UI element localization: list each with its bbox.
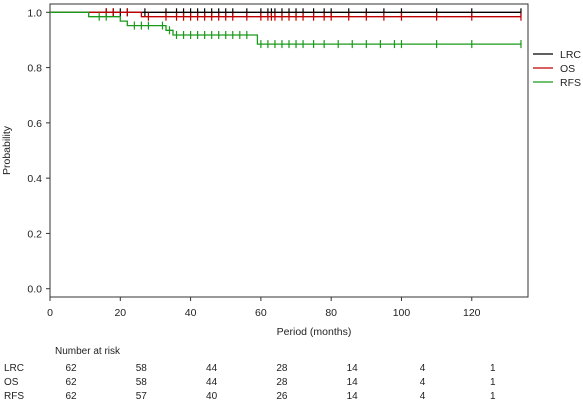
risk-count: 62 [65, 363, 77, 374]
axes: 0 20 40 60 80 100 120 0.0 0.2 0.4 0.6 0.8 1.0 Period … [1, 3, 529, 338]
risk-row-label: OS [4, 377, 19, 388]
y-axis-title: Probability [1, 125, 13, 175]
risk-count: 28 [276, 363, 288, 374]
y-tick-label: 0.2 [27, 228, 42, 240]
x-tick-label: 100 [393, 307, 411, 319]
x-tick-label: 60 [255, 307, 267, 319]
legend-label-lrc: LRC [560, 49, 581, 61]
risk-count: 14 [347, 363, 359, 374]
risk-count: 4 [420, 391, 426, 402]
risk-count: 58 [136, 377, 148, 388]
x-axis-title: Period (months) [277, 326, 352, 338]
x-tick-label: 20 [114, 307, 126, 319]
y-tick-label: 1.0 [27, 7, 42, 19]
risk-count: 62 [65, 391, 77, 402]
x-tick-label: 40 [185, 307, 197, 319]
risk-table-title: Number at risk [55, 346, 121, 357]
plot-area [50, 8, 522, 49]
risk-count: 4 [420, 363, 426, 374]
risk-row-label: RFS [4, 391, 24, 402]
risk-count: 1 [490, 391, 496, 402]
risk-count: 62 [65, 377, 77, 388]
legend-label-os: OS [560, 63, 575, 75]
risk-count: 44 [206, 377, 218, 388]
risk-count: 28 [276, 377, 288, 388]
x-tick-label: 80 [325, 307, 337, 319]
series-line-rfs [50, 11, 521, 45]
risk-count: 1 [490, 377, 496, 388]
risk-count: 58 [136, 363, 148, 374]
y-tick-label: 0.6 [27, 118, 42, 130]
risk-count: 1 [490, 363, 496, 374]
x-tick-label: 0 [47, 307, 53, 319]
legend-label-rfs: RFS [560, 77, 581, 89]
risk-count: 26 [276, 391, 288, 402]
risk-count: 57 [136, 391, 148, 402]
risk-row-label: LRC [4, 363, 24, 374]
risk-count: 4 [420, 377, 426, 388]
y-tick-label: 0.8 [27, 63, 42, 75]
x-tick-label: 120 [463, 307, 481, 319]
y-tick-label: 0.4 [27, 173, 42, 185]
risk-count: 44 [206, 363, 218, 374]
y-tick-label: 0.0 [27, 284, 42, 296]
legend: LRC OS RFS [533, 49, 581, 89]
risk-count: 14 [347, 377, 359, 388]
risk-count: 14 [347, 391, 359, 402]
plot-frame [49, 3, 529, 298]
risk-count: 40 [206, 391, 218, 402]
